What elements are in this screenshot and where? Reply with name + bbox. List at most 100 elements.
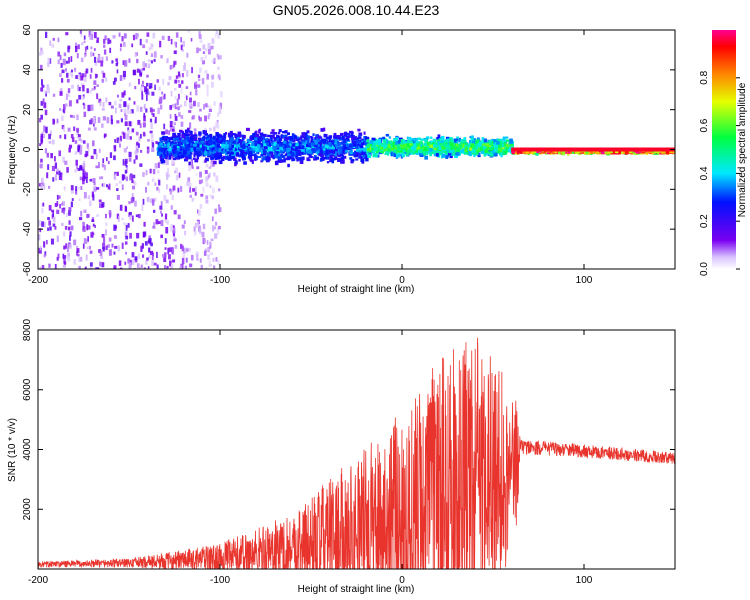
heatmap-cell — [454, 138, 457, 143]
heatmap-cell — [115, 62, 118, 67]
heatmap-cell — [39, 64, 43, 70]
heatmap-cell — [105, 222, 108, 227]
heatmap-cell — [131, 43, 134, 48]
heatmap-cell — [423, 147, 428, 152]
heatmap-cell — [177, 79, 180, 83]
heatmap-cell — [39, 143, 41, 147]
heatmap-cell — [358, 132, 363, 137]
heatmap-cell — [301, 156, 305, 160]
heatmap-cell — [73, 126, 76, 131]
heatmap-cell — [79, 217, 83, 221]
heatmap-cell — [204, 248, 208, 253]
heatmap-cell — [136, 58, 139, 64]
heatmap-cell — [45, 91, 47, 97]
heatmap-cell — [198, 31, 201, 38]
heatmap-cell — [434, 146, 437, 151]
heatmap-cell — [202, 223, 206, 230]
heatmap-cell — [439, 151, 442, 156]
heatmap-cell — [493, 149, 497, 152]
heatmap-cell — [437, 134, 441, 139]
heatmap-cell — [189, 186, 192, 193]
heatmap-cell — [297, 140, 300, 144]
heatmap-cell — [254, 137, 258, 141]
heatmap-cell — [334, 153, 337, 157]
heatmap-cell — [450, 145, 454, 151]
heatmap-cell — [165, 129, 168, 135]
heatmap-cell — [419, 144, 423, 147]
heatmap-cell — [109, 39, 112, 44]
heatmap-cell — [248, 140, 252, 143]
heatmap-cell — [253, 132, 257, 137]
heatmap-cell — [276, 138, 280, 144]
heatmap-cell — [412, 150, 415, 155]
heatmap-cell — [411, 146, 415, 150]
heatmap-cell — [397, 139, 401, 144]
heatmap-cell — [123, 90, 126, 96]
heatmap-cell — [202, 145, 206, 149]
heatmap-cell — [182, 65, 186, 72]
heatmap-cell — [80, 139, 83, 143]
heatmap-cell — [220, 157, 225, 162]
heatmap-cell — [135, 131, 139, 136]
heatmap-cell — [134, 53, 137, 58]
heatmap-cell — [300, 148, 305, 152]
heatmap-cell — [271, 129, 275, 132]
heatmap-cell — [285, 148, 288, 152]
heatmap-cell — [148, 47, 151, 51]
heatmap-cell — [73, 67, 77, 72]
heatmap-cell — [154, 116, 157, 124]
heatmap-cell — [229, 146, 233, 151]
heatmap-cell — [99, 250, 103, 256]
heatmap-cell — [196, 146, 200, 150]
heatmap-cell — [86, 143, 89, 149]
heatmap-cell — [328, 138, 331, 142]
heatmap-cell — [173, 122, 176, 126]
heatmap-cell — [180, 88, 183, 94]
heatmap-cell — [322, 147, 326, 151]
heatmap-cell — [184, 153, 188, 157]
heatmap-cell — [184, 94, 187, 99]
heatmap-cell — [217, 33, 221, 39]
heatmap-cell — [493, 139, 497, 142]
heatmap-cell — [154, 197, 157, 202]
heatmap-cell — [438, 140, 442, 144]
heatmap-cell — [197, 209, 201, 216]
heatmap-cell — [426, 142, 431, 146]
heatmap-cell — [70, 225, 74, 231]
heatmap-cell — [59, 172, 63, 178]
heatmap-cell — [197, 84, 201, 88]
heatmap-cell — [67, 45, 71, 50]
heatmap-cell — [139, 38, 142, 46]
heatmap-cell — [460, 149, 464, 153]
heatmap-cell — [172, 149, 176, 152]
heatmap-cell — [56, 235, 59, 242]
heatmap-cell — [322, 149, 327, 154]
heatmap-cell — [134, 86, 137, 90]
heatmap-cell — [46, 84, 49, 90]
heatmap-cell — [330, 142, 335, 147]
heatmap-cell — [63, 255, 67, 259]
heatmap-cell — [44, 148, 48, 154]
heatmap-cell — [156, 251, 158, 258]
heatmap-cell — [163, 195, 167, 201]
heatmap-cell — [209, 185, 212, 189]
heatmap-cell — [204, 159, 207, 163]
heatmap-cell — [89, 178, 93, 182]
heatmap-cell — [356, 139, 359, 144]
heatmap-cell — [211, 195, 214, 200]
heatmap-cell — [449, 142, 454, 147]
heatmap-cell — [57, 51, 61, 57]
heatmap-cell — [155, 141, 158, 145]
heatmap-cell — [236, 138, 240, 142]
heatmap-cell — [248, 156, 253, 161]
heatmap-cell — [40, 114, 43, 120]
heatmap-cell — [83, 54, 86, 58]
heatmap-cell — [85, 176, 88, 184]
heatmap-cell — [149, 130, 153, 134]
heatmap-cell — [461, 141, 466, 146]
heatmap-cell — [249, 136, 253, 141]
heatmap-cell — [453, 146, 457, 149]
heatmap-cell — [204, 157, 209, 162]
heatmap-cell — [454, 138, 458, 141]
